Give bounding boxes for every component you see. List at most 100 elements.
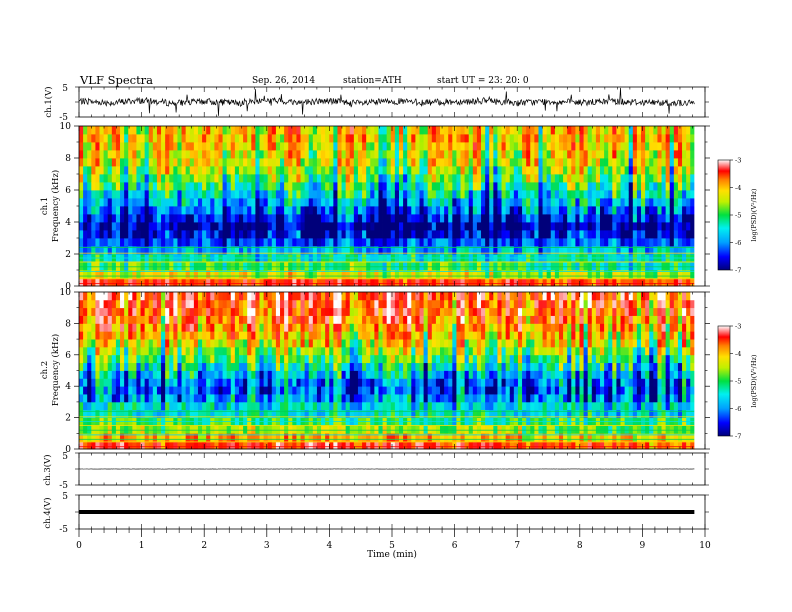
spectrogram-cell [501, 222, 507, 231]
spectrogram-cell [247, 134, 252, 143]
spectrogram-cell [238, 346, 244, 356]
spectrogram-cell [189, 270, 195, 279]
spectrogram-cell [87, 315, 92, 324]
spectrogram-cell [583, 134, 589, 143]
spectrogram-cell [120, 174, 125, 183]
spectrogram-cell [374, 174, 379, 183]
spectrogram-cell [325, 150, 330, 159]
spectrogram-cell [292, 174, 297, 183]
spectrogram-cell [124, 394, 129, 403]
spectrogram-cell [390, 134, 396, 143]
spectrogram-cell [161, 166, 166, 175]
spectrogram-cell [398, 299, 404, 309]
spectrogram-cell [284, 126, 289, 135]
spectrogram-cell [271, 174, 277, 183]
spectrogram-cell [271, 362, 277, 371]
spectrogram-cell [165, 198, 170, 207]
spectrogram-cell [353, 394, 359, 403]
spectrogram-cell [472, 158, 478, 167]
spectrogram-cell [472, 190, 478, 199]
spectrogram-cell [329, 292, 334, 301]
spectrogram-cell [148, 409, 154, 418]
spectrogram-cell [431, 270, 437, 279]
spectrogram-cell [481, 238, 486, 247]
spectrogram-cell [661, 214, 667, 223]
spectrogram-cell [669, 158, 675, 167]
spectrogram-cell [218, 230, 223, 239]
spectrogram-cell [234, 339, 240, 348]
spectrogram-cell [243, 182, 248, 191]
spectrogram-cell [79, 270, 84, 279]
spectrogram-cell [497, 134, 502, 143]
spectrogram-cell [173, 401, 178, 411]
spectrogram-cell [156, 370, 162, 379]
spectrogram-cell [169, 370, 174, 379]
spectrogram-cell [136, 230, 141, 239]
spectrogram-cell [292, 238, 297, 247]
spectrogram-cell [600, 198, 605, 207]
spectrogram-cell [288, 394, 293, 403]
spectrogram-cell [665, 214, 671, 223]
spectrogram-cell [665, 262, 671, 271]
spectrogram-cell [374, 278, 379, 287]
spectrogram-cell [398, 370, 404, 379]
spectrogram-cell [333, 315, 338, 324]
spectrogram-cell [620, 230, 626, 239]
spectrogram-cell [243, 331, 248, 340]
spectrogram-cell [419, 230, 424, 239]
spectrogram-cell [91, 370, 96, 379]
spectrogram-cell [530, 158, 535, 167]
spectrogram-cell [230, 394, 236, 403]
spectrogram-cell [111, 409, 117, 418]
spectrogram-cell [546, 142, 552, 151]
spectrogram-cell [156, 142, 162, 151]
spectrogram-cell [152, 370, 158, 379]
spectrogram-cell [226, 386, 232, 395]
spectrogram-cell [341, 433, 347, 442]
spectrogram-cell [362, 278, 367, 287]
spectrogram-cell [271, 425, 277, 434]
spectrogram-cell [148, 346, 154, 356]
spectrogram-cell [649, 142, 654, 151]
spectrogram-cell [620, 238, 626, 247]
spectrogram-cell [99, 126, 105, 135]
spectrogram-cell [91, 292, 96, 301]
spectrogram-cell [353, 441, 359, 450]
spectrogram-cell [136, 378, 141, 387]
spectrogram-cell [554, 126, 560, 135]
spectrogram-cell [247, 386, 252, 395]
spectrogram-cell [161, 198, 166, 207]
spectrogram-cell [181, 134, 187, 143]
spectrogram-cell [575, 246, 580, 255]
spectrogram-cell [95, 230, 100, 239]
spectrogram-cell [444, 158, 449, 167]
spectrogram-cell [505, 214, 511, 223]
spectrogram-cell [288, 214, 293, 223]
spectrogram-cell [206, 206, 211, 215]
spectrogram-cell [550, 174, 556, 183]
spectrogram-cell [394, 262, 400, 271]
spectrogram-cell [476, 198, 482, 207]
spectrogram-cell [230, 278, 236, 287]
spectrogram-cell [177, 278, 182, 287]
spectrogram-cell [579, 238, 584, 247]
spectrogram-cell [653, 150, 658, 159]
spectrogram-cell [435, 246, 441, 255]
spectrogram-cell [493, 174, 498, 183]
spectrogram-cell [526, 174, 531, 183]
spectrogram-cell [554, 230, 560, 239]
spectrogram-cell [423, 158, 429, 167]
spectrogram-cell [357, 246, 363, 255]
spectrogram-cell [505, 270, 511, 279]
spectrogram-cell [181, 315, 187, 324]
spectrogram-cell [444, 270, 449, 279]
spectrogram-cell [423, 394, 429, 403]
spectrogram-cell [284, 315, 289, 324]
spectrogram-cell [132, 299, 137, 309]
spectrogram-cell [485, 190, 490, 199]
spectrogram-cell [161, 307, 166, 316]
spectrogram-cell [653, 214, 658, 223]
spectrogram-cell [444, 198, 449, 207]
spectrogram-cell [91, 262, 96, 271]
spectrogram-cell [214, 378, 219, 387]
